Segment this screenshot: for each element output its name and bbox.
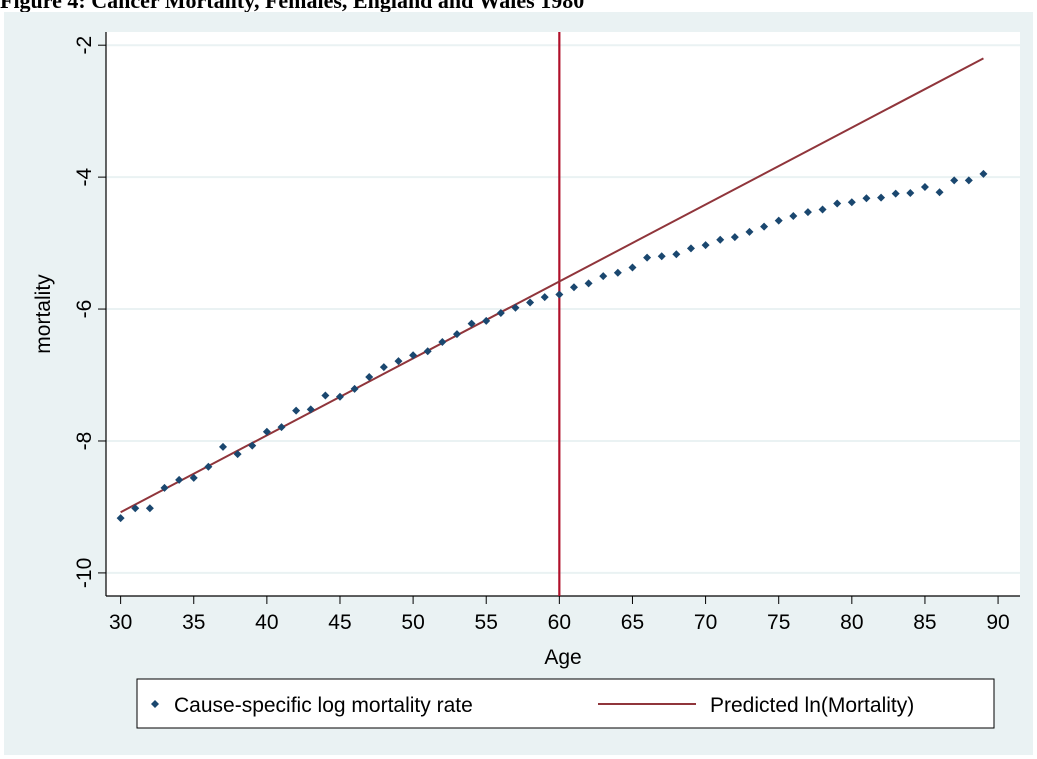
data-point — [306, 405, 315, 414]
data-point — [394, 357, 403, 366]
data-point — [467, 319, 476, 328]
legend: Cause-specific log mortality rate Predic… — [136, 678, 995, 729]
x-tick-label: 45 — [328, 611, 351, 634]
y-tick-label: -6 — [73, 300, 96, 319]
data-point — [643, 253, 652, 262]
x-tick-label: 55 — [475, 611, 498, 634]
data-point — [672, 250, 681, 259]
x-axis-ticks: 30 35 40 45 50 55 60 65 70 75 80 85 90 — [109, 596, 1010, 634]
data-point — [774, 216, 783, 225]
data-point — [803, 208, 812, 217]
data-point — [292, 406, 301, 415]
data-point — [116, 514, 125, 523]
prediction-line-group — [120, 57, 984, 514]
data-point — [277, 423, 286, 432]
x-tick-label: 75 — [767, 611, 790, 634]
x-tick-label: 30 — [109, 611, 132, 634]
data-point — [862, 194, 871, 203]
data-point — [979, 169, 988, 178]
data-point — [248, 441, 257, 450]
data-point — [569, 283, 578, 292]
data-point — [131, 504, 140, 513]
legend-label-line: Predicted ln(Mortality) — [710, 694, 914, 717]
data-point — [452, 330, 461, 339]
data-point — [160, 483, 169, 492]
data-point — [423, 347, 432, 356]
data-point — [482, 316, 491, 325]
data-point — [686, 244, 695, 253]
x-axis-title: Age — [544, 646, 581, 669]
figure-title: Figure 4: Cancer Mortality, Females, Eng… — [0, 0, 584, 12]
data-point — [409, 351, 418, 360]
data-point — [833, 199, 842, 208]
data-point — [789, 212, 798, 221]
data-point — [555, 290, 564, 299]
x-tick-label: 85 — [913, 611, 936, 634]
data-point — [262, 427, 271, 436]
data-point — [335, 392, 344, 401]
predicted-line — [120, 57, 984, 514]
plot-area — [106, 32, 1020, 596]
data-point — [935, 188, 944, 197]
y-axis-ticks: -10 -8 -6 -4 -2 — [73, 36, 106, 588]
x-tick-label: 70 — [694, 611, 717, 634]
data-point — [657, 252, 666, 261]
data-point — [891, 189, 900, 198]
data-point — [350, 384, 359, 393]
data-point — [365, 372, 374, 381]
data-point — [189, 473, 198, 482]
x-tick-label: 50 — [401, 611, 424, 634]
x-tick-label: 65 — [621, 611, 644, 634]
data-point — [145, 504, 154, 513]
y-tick-label: -2 — [73, 36, 96, 55]
data-point — [847, 198, 856, 207]
data-point — [233, 450, 242, 459]
x-tick-label: 35 — [182, 611, 205, 634]
data-point — [218, 442, 227, 451]
data-point — [964, 176, 973, 185]
legend-scatter-marker — [151, 700, 159, 708]
data-point — [540, 293, 549, 302]
legend-label-scatter: Cause-specific log mortality rate — [174, 694, 473, 717]
data-point — [613, 268, 622, 277]
data-point — [730, 233, 739, 242]
y-tick-label: -10 — [73, 558, 96, 588]
data-point — [628, 263, 637, 272]
data-point — [526, 298, 535, 307]
x-tick-label: 80 — [840, 611, 863, 634]
data-point — [599, 272, 608, 281]
data-point — [321, 391, 330, 400]
x-tick-label: 60 — [548, 611, 571, 634]
data-point — [745, 227, 754, 236]
data-point — [920, 183, 929, 192]
scatter-points-group — [116, 169, 988, 523]
data-point — [511, 303, 520, 312]
data-point — [950, 176, 959, 185]
legend-box — [136, 678, 995, 729]
data-point — [204, 462, 213, 471]
data-point — [818, 205, 827, 214]
data-point — [438, 338, 447, 347]
data-point — [877, 193, 886, 202]
data-point — [701, 241, 710, 250]
axes — [105, 32, 1020, 597]
x-tick-label: 40 — [255, 611, 278, 634]
x-tick-label: 90 — [986, 611, 1009, 634]
data-point — [175, 475, 184, 484]
y-tick-label: -4 — [73, 167, 96, 186]
y-axis-title: mortality — [32, 274, 55, 354]
data-point — [906, 188, 915, 197]
data-point — [496, 309, 505, 318]
data-point — [584, 279, 593, 288]
data-point — [760, 222, 769, 231]
grid-lines — [106, 44, 1020, 574]
y-tick-label: -8 — [73, 432, 96, 451]
data-point — [716, 235, 725, 244]
data-point — [379, 363, 388, 372]
